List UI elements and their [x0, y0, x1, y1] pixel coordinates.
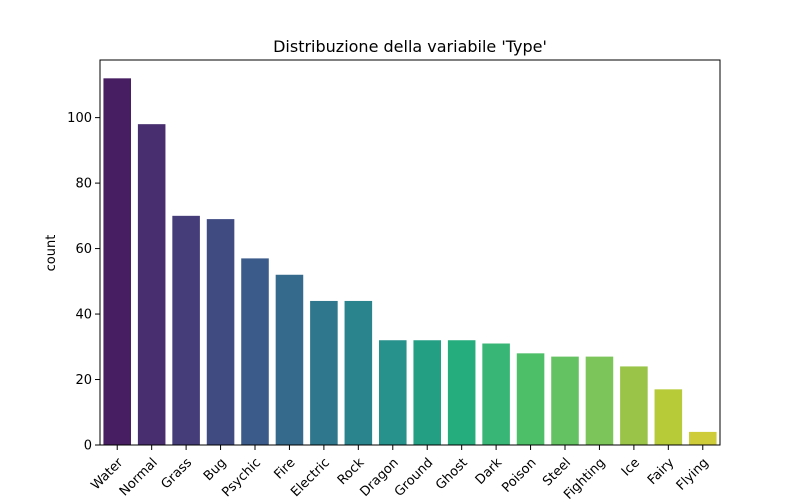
y-axis-ticks: 0 20 40 60 80 100	[67, 111, 100, 454]
x-tick-label-ice: Ice	[619, 455, 643, 479]
y-tick-label: 0	[84, 439, 92, 454]
x-tick-label-psychic: Psychic	[219, 455, 264, 500]
x-tick-label-ground: Ground	[392, 455, 436, 499]
bar-ground	[413, 340, 441, 445]
bar-dark	[482, 343, 510, 445]
bar-fighting	[585, 356, 614, 445]
x-tick-label-ghost: Ghost	[433, 455, 471, 493]
y-axis-label: count	[44, 235, 59, 272]
bar-ice	[620, 366, 648, 445]
x-tick-label-bug: Bug	[201, 455, 230, 484]
y-tick-label: 60	[75, 242, 92, 257]
y-tick-label: 20	[75, 373, 92, 388]
y-tick-label: 100	[67, 111, 92, 126]
bar-electric	[310, 300, 338, 445]
y-tick-label: 80	[75, 177, 92, 192]
bar-ghost	[447, 340, 476, 445]
y-tick-label: 40	[75, 308, 92, 323]
bar-rock	[344, 300, 373, 445]
bar-normal	[137, 124, 166, 446]
bar-water	[103, 78, 131, 445]
bars-group	[103, 78, 717, 446]
bar-bug	[206, 219, 235, 445]
bar-poison	[516, 353, 545, 445]
bar-flying	[689, 431, 717, 445]
bar-fire	[275, 274, 304, 445]
bar-grass	[172, 215, 200, 445]
bar-dragon	[379, 340, 407, 445]
x-tick-label-fire: Fire	[271, 455, 298, 482]
x-tick-label-flying: Flying	[674, 455, 712, 493]
chart-title: Distribuzione della variabile 'Type'	[273, 37, 547, 56]
x-tick-label-grass: Grass	[158, 455, 195, 492]
bar-psychic	[241, 258, 269, 445]
bar-fairy	[654, 389, 683, 445]
x-tick-label-normal: Normal	[117, 455, 161, 499]
x-tick-label-poison: Poison	[499, 455, 539, 495]
bar-steel	[551, 356, 579, 445]
x-tick-label-electric: Electric	[288, 455, 333, 500]
plot-frame	[99, 59, 721, 446]
